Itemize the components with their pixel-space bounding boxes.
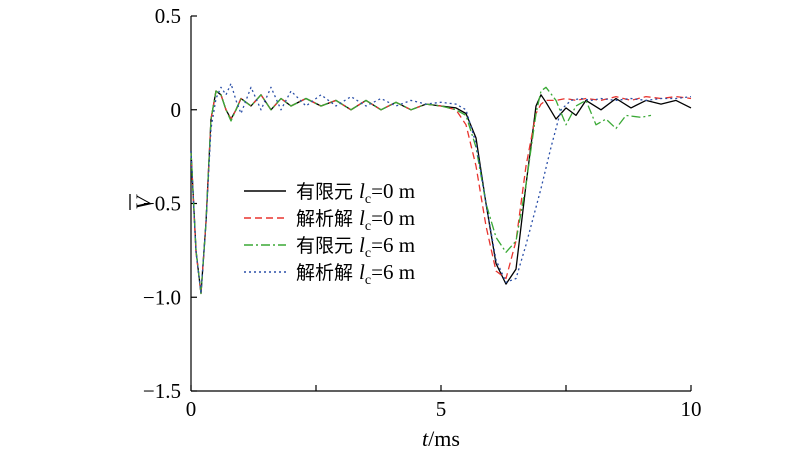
y-axis-title-text: V: [131, 194, 156, 210]
y-tick-label: −0.5: [143, 192, 181, 216]
x-tick-label: 5: [436, 397, 447, 421]
y-axis-title: V: [129, 194, 156, 210]
plot-area: [190, 82, 692, 295]
y-tick-label: −1.0: [143, 285, 181, 309]
y-tick-label: 0.5: [155, 4, 181, 28]
legend-entry-1: 有限元 lc=0 m: [296, 179, 415, 207]
axes: 0.50−0.5−1.0−1.50 5 10t/msV: [129, 4, 702, 451]
series-line-2: [190, 90, 692, 295]
x-axis-title: t/ms: [422, 426, 460, 451]
x-tick-label: 10: [681, 397, 702, 421]
legend-entry-3: 有限元 lc=6 m: [296, 233, 415, 261]
y-tick-label: 0: [171, 98, 182, 122]
series-line-3: [190, 86, 652, 295]
legend-entry-2: 解析解 lc=0 m: [296, 206, 415, 234]
legend-entry-4: 解析解 lc=6 m: [296, 260, 415, 288]
series-line-4: [190, 82, 692, 295]
series-line-1: [190, 90, 692, 295]
x-tick-label: 0: [186, 397, 197, 421]
y-tick-label: −1.5: [143, 379, 181, 403]
